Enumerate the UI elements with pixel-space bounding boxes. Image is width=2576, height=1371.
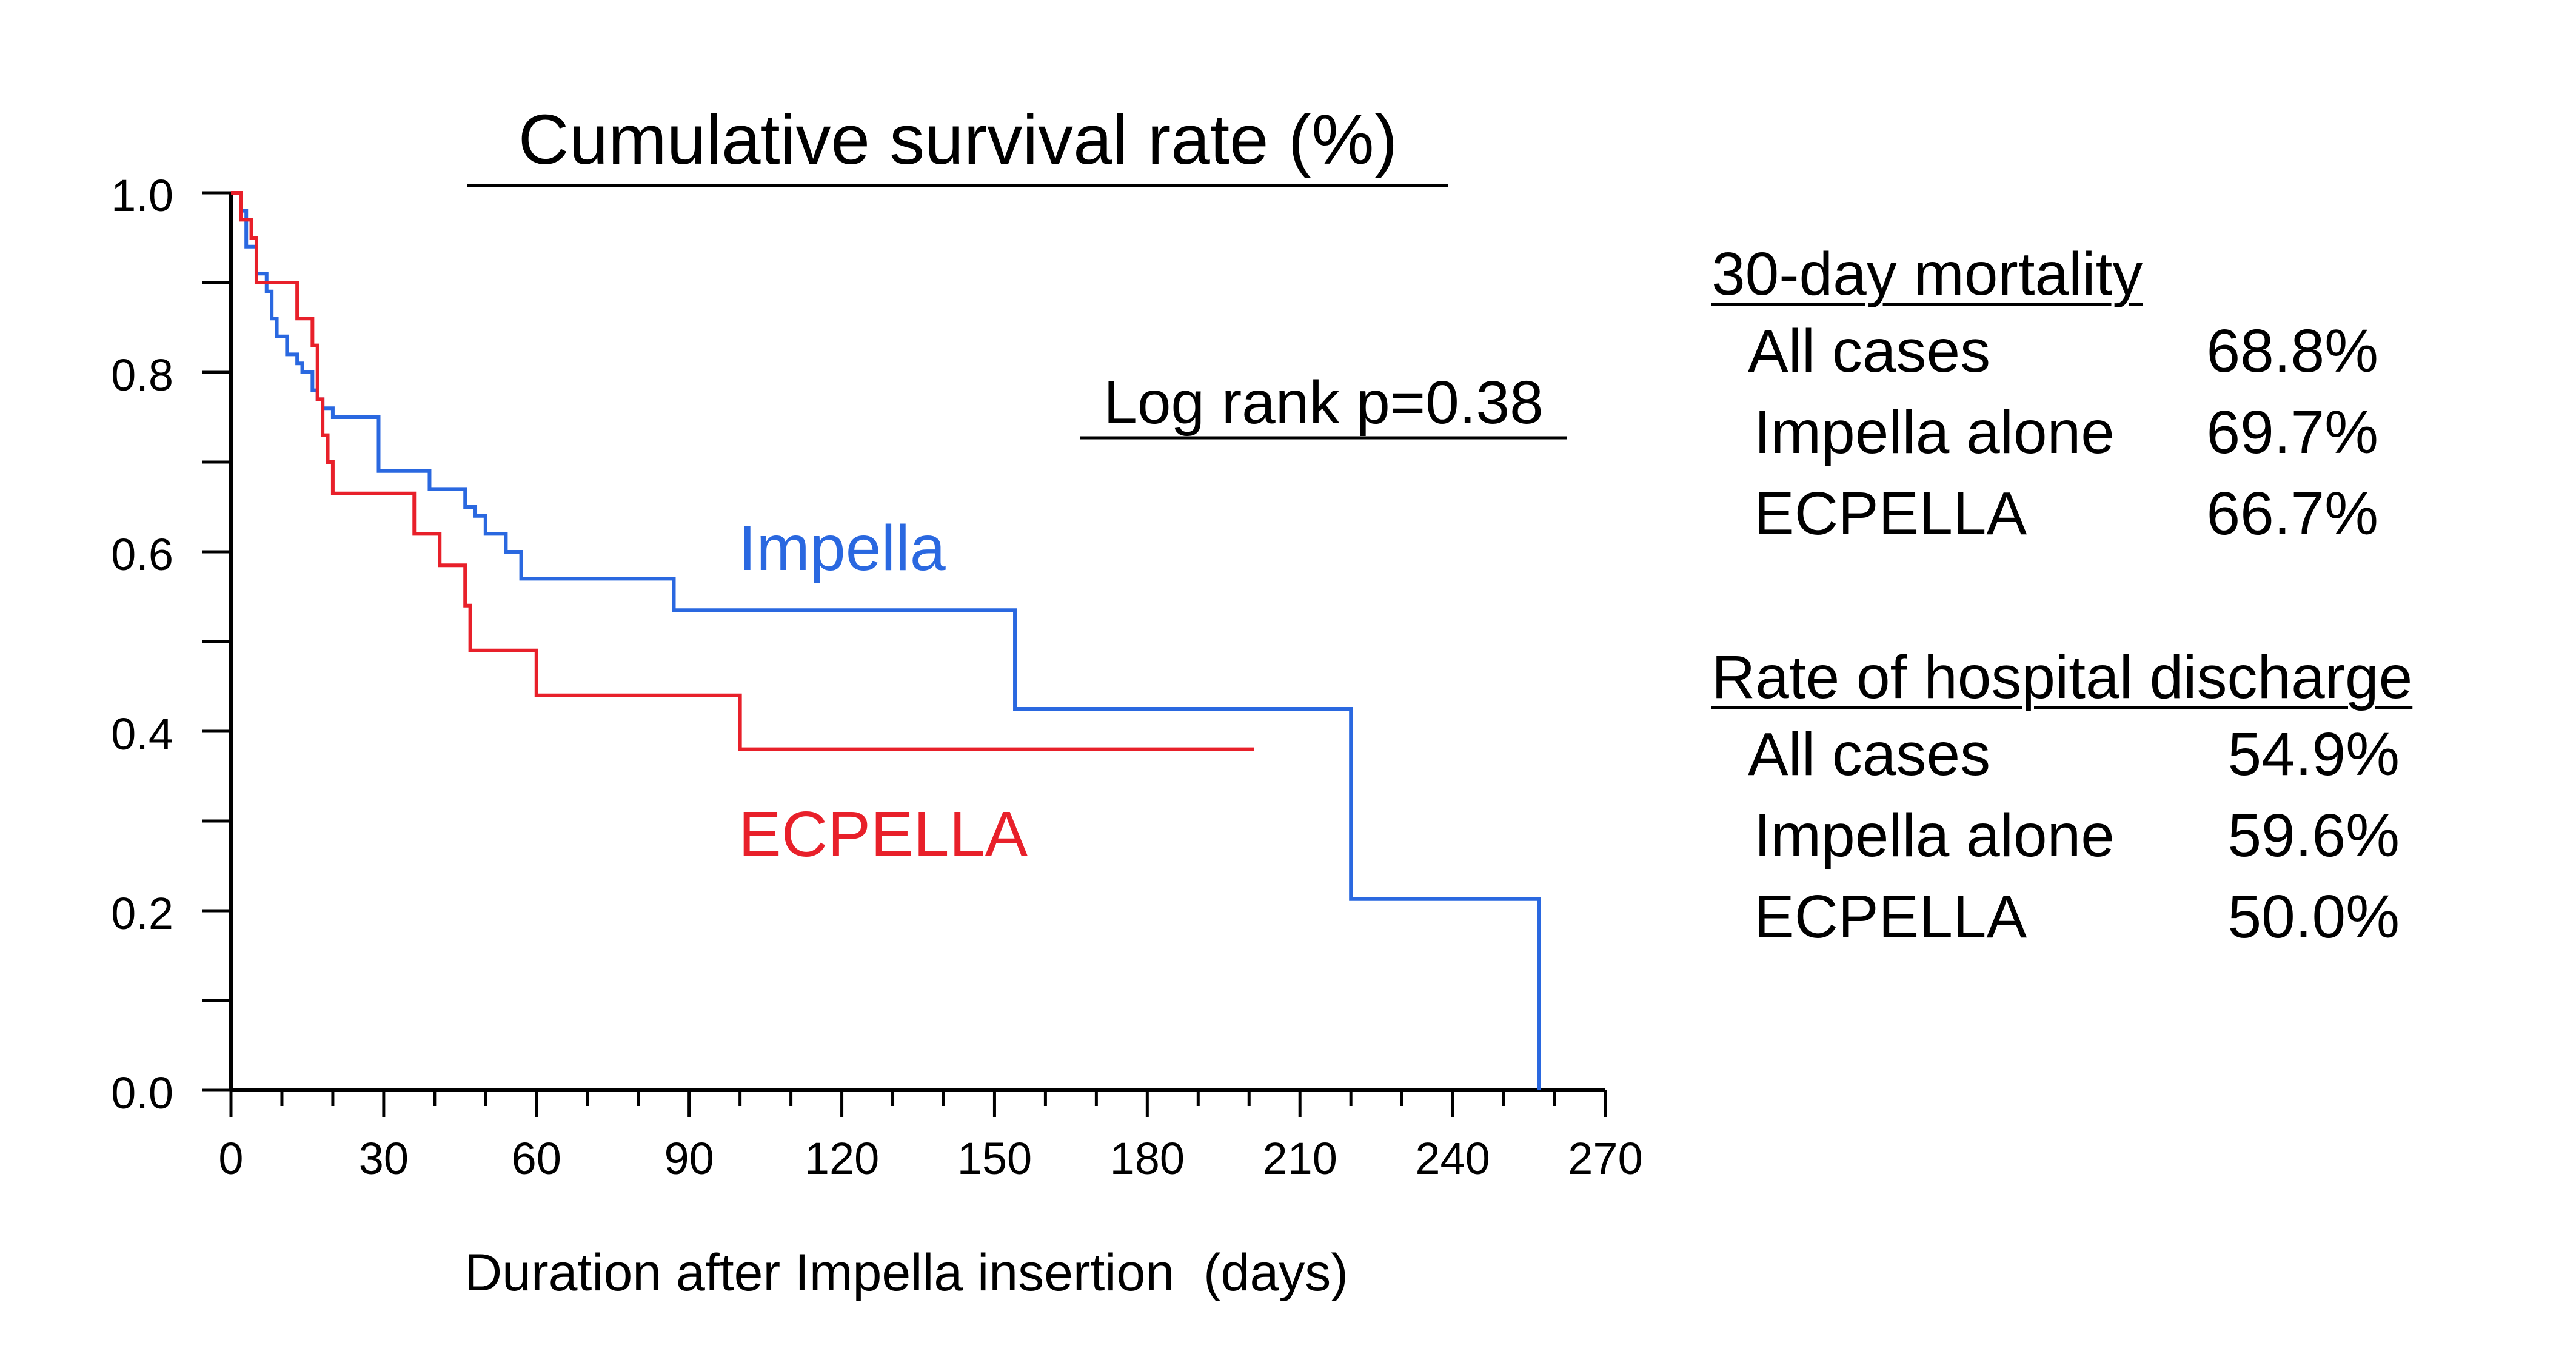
discharge-row: All cases 54.9% [1711, 720, 2400, 801]
row-label: All cases [1748, 720, 1991, 788]
chart-title: Cumulative survival rate (%) [518, 100, 1397, 179]
ecpella-survival-curve [231, 191, 1254, 751]
y-tick-label: 1.0 [111, 170, 173, 221]
row-label: Impella alone [1754, 398, 2115, 466]
row-label: Impella alone [1754, 802, 2115, 870]
mortality-row: ECPELLA 66.7% [1711, 479, 2378, 560]
mortality-row: All cases 68.8% [1711, 317, 2378, 398]
row-value: 50.0% [2227, 883, 2400, 951]
x-tick-label: 0 [218, 1133, 243, 1184]
discharge-row: Impella alone 59.6% [1711, 801, 2400, 882]
row-value: 69.7% [2206, 398, 2378, 466]
row-value: 68.8% [2206, 317, 2378, 385]
mortality-panel: 30-day mortality All cases 68.8% Impella… [1711, 240, 2378, 560]
impella-survival-curve [231, 191, 1541, 1090]
x-tick-label: 240 [1415, 1133, 1490, 1184]
x-tick-label: 150 [957, 1133, 1032, 1184]
row-label: ECPELLA [1754, 480, 2027, 548]
y-tick-label: 0.6 [111, 529, 173, 580]
plot-area: 0.0 0.2 0.4 0.6 0.8 1.0 0 30 60 90 120 150 180 210 240… [111, 170, 1643, 1184]
row-label: All cases [1748, 317, 1991, 385]
discharge-panel: Rate of hospital discharge All cases 54.… [1711, 643, 2413, 964]
row-label: ECPELLA [1754, 883, 2027, 951]
mortality-heading: 30-day mortality [1711, 240, 2143, 308]
ecpella-curve-label: ECPELLA [738, 799, 1028, 870]
y-tick-label: 0.4 [111, 709, 173, 759]
x-tick-label: 90 [664, 1133, 714, 1184]
x-tick-label: 30 [359, 1133, 409, 1184]
discharge-heading: Rate of hospital discharge [1711, 643, 2413, 711]
mortality-row: Impella alone 69.7% [1711, 398, 2378, 479]
x-axis-label: Duration after Impella insertion (days) [464, 1244, 1348, 1302]
y-tick-label: 0.2 [111, 888, 173, 939]
x-tick-label: 270 [1568, 1133, 1642, 1184]
row-value: 54.9% [2227, 720, 2400, 788]
row-value: 66.7% [2206, 480, 2378, 548]
row-value: 59.6% [2227, 802, 2400, 870]
x-tick-label: 60 [512, 1133, 561, 1184]
x-tick-label: 210 [1262, 1133, 1337, 1184]
x-tick-label: 120 [805, 1133, 879, 1184]
x-tick-label: 180 [1110, 1133, 1185, 1184]
y-tick-label: 0.8 [111, 350, 173, 400]
impella-curve-label: Impella [738, 512, 946, 584]
discharge-row: ECPELLA 50.0% [1711, 882, 2400, 964]
log-rank-annotation: Log rank p=0.38 [1103, 369, 1544, 437]
y-tick-label: 0.0 [111, 1068, 173, 1118]
